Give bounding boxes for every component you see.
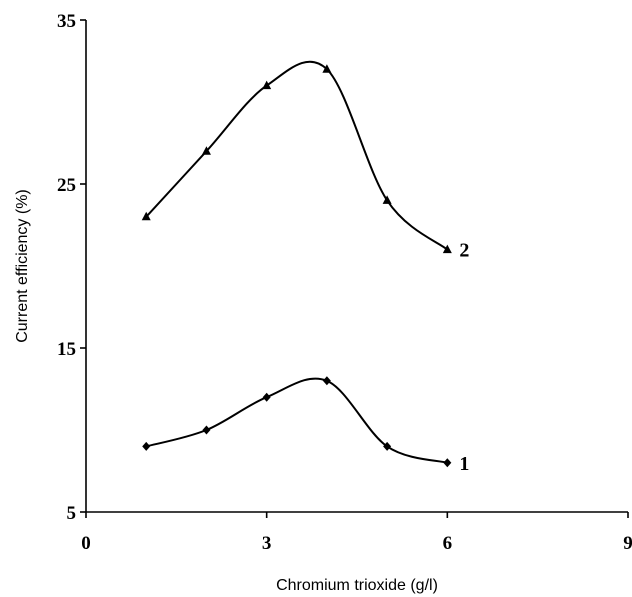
- diamond-marker: [262, 392, 271, 402]
- x-tick-label: 3: [262, 533, 272, 554]
- y-tick-label: 25: [57, 175, 76, 196]
- y-tick-label: 35: [57, 11, 76, 32]
- series-1: 1: [142, 376, 469, 475]
- triangle-marker: [382, 195, 392, 204]
- y-tick-label: 5: [67, 503, 77, 524]
- series-line: [145, 377, 448, 464]
- diamond-marker: [202, 425, 211, 435]
- triangle-marker: [322, 64, 332, 73]
- x-axis-title: Chromium trioxide (g/l): [276, 577, 438, 594]
- series-label: 2: [459, 240, 469, 262]
- diamond-marker: [322, 376, 331, 386]
- series-line: [145, 60, 448, 251]
- triangle-marker: [141, 211, 151, 221]
- y-tick-label: 15: [57, 339, 76, 360]
- x-tick-label: 0: [81, 533, 91, 554]
- triangle-marker: [201, 146, 211, 155]
- series-layer: 12: [141, 60, 469, 475]
- triangle-marker: [442, 244, 452, 254]
- series-2: 2: [141, 60, 469, 262]
- triangle-marker: [262, 80, 272, 90]
- diamond-marker: [383, 441, 392, 451]
- diamond-marker: [142, 441, 151, 451]
- x-tick-label: 6: [443, 533, 453, 554]
- tick-labels: 5 15 25 35 0 3 6 9: [57, 11, 632, 554]
- series-label: 1: [459, 453, 469, 475]
- axes: [85, 20, 628, 513]
- y-axis-title: Current efficiency (%): [14, 189, 31, 343]
- ticks: [80, 19, 629, 518]
- diamond-marker: [443, 458, 452, 468]
- x-tick-label: 9: [623, 533, 632, 554]
